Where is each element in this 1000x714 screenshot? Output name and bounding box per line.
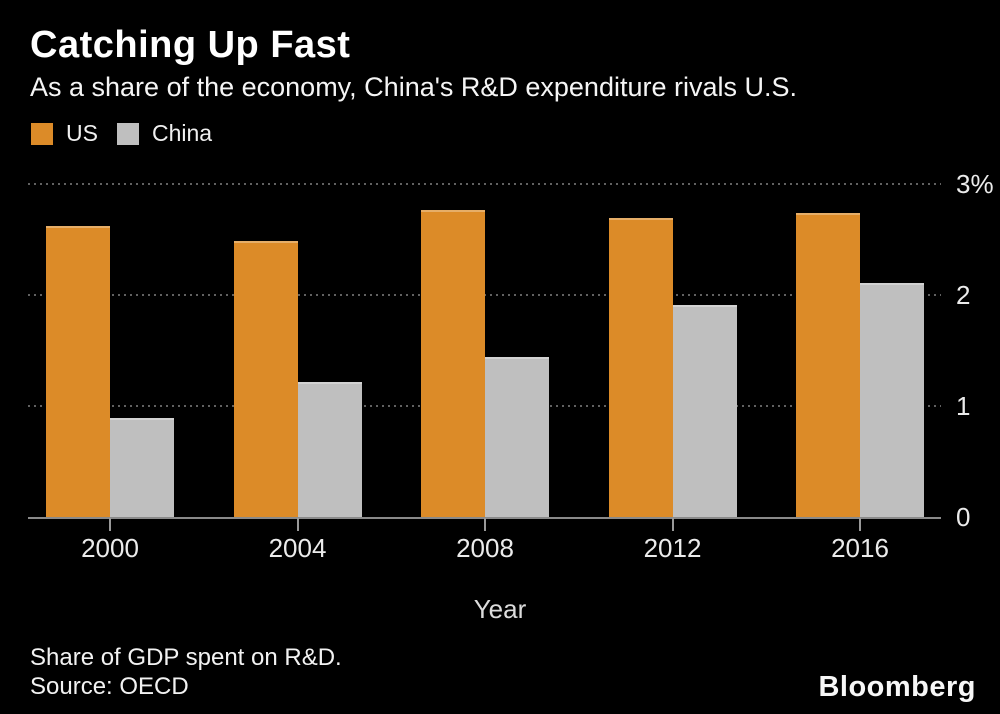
bar-us-2000 bbox=[46, 226, 110, 517]
legend-item-us: US bbox=[31, 120, 98, 147]
bar-us-2012 bbox=[608, 218, 673, 517]
bloomberg-logo: Bloomberg bbox=[818, 671, 976, 703]
us-swatch-icon bbox=[31, 122, 53, 145]
chart-title: Catching Up Fast bbox=[30, 24, 351, 66]
x-axis-label-2004: 2004 bbox=[268, 533, 327, 563]
footnote-source: Source: OECD bbox=[30, 673, 189, 700]
footnote: Share of GDP spent on R&D. Source: OECD bbox=[30, 643, 342, 701]
bar-china-2008 bbox=[485, 357, 549, 517]
bar-us-2004 bbox=[233, 240, 298, 517]
x-axis-tick-2012 bbox=[671, 518, 674, 531]
bar-us-2016 bbox=[796, 212, 860, 517]
bar-china-2000 bbox=[110, 418, 174, 517]
x-axis-label-2012: 2012 bbox=[643, 533, 702, 563]
china-swatch-icon bbox=[116, 122, 139, 145]
x-axis-label-2016: 2016 bbox=[831, 533, 889, 563]
chart-subtitle: As a share of the economy, China's R&D e… bbox=[30, 72, 798, 102]
x-axis-label-2000: 2000 bbox=[81, 533, 139, 563]
y-axis-label-2: 2 bbox=[956, 280, 971, 310]
footnote-description: Share of GDP spent on R&D. bbox=[30, 644, 342, 671]
bar-china-2004 bbox=[297, 381, 362, 517]
bar-us-2008 bbox=[421, 209, 485, 517]
x-axis-tick-2004 bbox=[296, 518, 299, 531]
y-axis-label-0: 0 bbox=[956, 502, 971, 532]
x-axis-tick-2000 bbox=[109, 518, 111, 531]
x-axis-label-2008: 2008 bbox=[456, 533, 514, 563]
x-axis-title: Year bbox=[473, 594, 527, 624]
x-axis-tick-2016 bbox=[859, 518, 861, 531]
legend-item-china: China bbox=[116, 120, 213, 147]
legend: US China bbox=[31, 120, 231, 147]
y-axis-label-1: 1 bbox=[956, 391, 971, 421]
bar-china-2012 bbox=[672, 304, 737, 517]
gridline-3pct bbox=[28, 183, 941, 185]
legend-label-us: US bbox=[66, 120, 98, 146]
y-axis-label-3pct: 3% bbox=[956, 169, 994, 199]
bar-china-2016 bbox=[860, 282, 924, 517]
legend-label-china: China bbox=[151, 120, 213, 146]
x-axis-tick-2008 bbox=[484, 518, 486, 531]
